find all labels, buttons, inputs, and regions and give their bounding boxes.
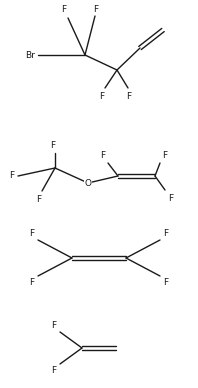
Text: F: F bbox=[50, 141, 56, 150]
Text: F: F bbox=[29, 229, 34, 238]
Text: F: F bbox=[163, 229, 168, 238]
Text: F: F bbox=[51, 366, 56, 375]
Text: F: F bbox=[127, 92, 131, 101]
Text: F: F bbox=[93, 5, 99, 14]
Text: F: F bbox=[61, 5, 67, 14]
Text: O: O bbox=[85, 178, 91, 187]
Text: F: F bbox=[163, 278, 168, 287]
Text: F: F bbox=[168, 194, 173, 203]
Text: F: F bbox=[162, 151, 167, 160]
Text: F: F bbox=[100, 151, 105, 160]
Text: O: O bbox=[85, 178, 91, 187]
Text: F: F bbox=[51, 321, 56, 330]
Text: F: F bbox=[36, 195, 42, 204]
Text: F: F bbox=[29, 278, 34, 287]
Text: F: F bbox=[9, 171, 14, 180]
Text: F: F bbox=[99, 92, 105, 101]
Text: Br: Br bbox=[25, 50, 35, 59]
